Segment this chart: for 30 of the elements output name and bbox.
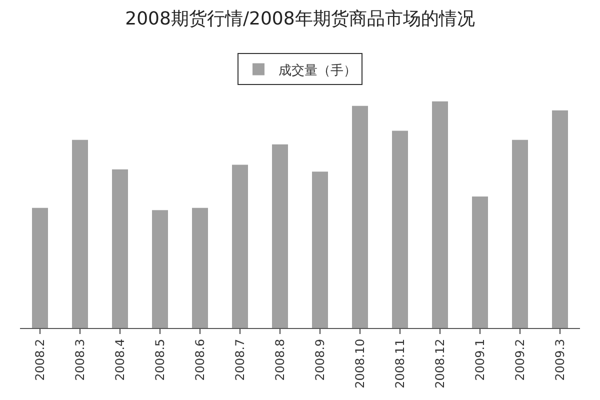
- x-tick-label: 2009.1: [472, 338, 487, 381]
- x-tick-label: 2009.2: [512, 338, 527, 381]
- x-tick-label: 2008.8: [272, 338, 287, 381]
- bar: [552, 110, 568, 328]
- x-tick-label: 2009.3: [552, 338, 567, 381]
- chart-title: 2008期货行情/2008年期货商品市场的情况: [125, 8, 475, 30]
- x-tick-label: 2008.2: [32, 338, 47, 381]
- x-tick-label: 2008.9: [312, 338, 327, 381]
- bar: [432, 101, 448, 328]
- x-tick-label: 2008.4: [112, 338, 127, 381]
- x-tick-label: 2008.7: [232, 338, 247, 381]
- bar: [512, 140, 528, 328]
- bar: [32, 208, 48, 328]
- x-tick-label: 2008.12: [432, 338, 447, 388]
- bar: [152, 210, 168, 328]
- x-tick-label: 2008.10: [352, 338, 367, 388]
- bar: [312, 172, 328, 328]
- x-tick-label: 2008.3: [72, 338, 87, 381]
- legend-label: 成交量（手）: [278, 62, 356, 78]
- bar: [192, 208, 208, 328]
- bar: [72, 140, 88, 328]
- x-tick-label: 2008.11: [392, 338, 407, 388]
- bar: [112, 169, 128, 328]
- bar: [472, 196, 488, 328]
- bar: [352, 106, 368, 328]
- bar: [392, 130, 408, 328]
- bar: [232, 164, 248, 328]
- bar: [272, 144, 288, 328]
- x-tick-label: 2008.5: [152, 338, 167, 381]
- x-tick-label: 2008.6: [192, 338, 207, 381]
